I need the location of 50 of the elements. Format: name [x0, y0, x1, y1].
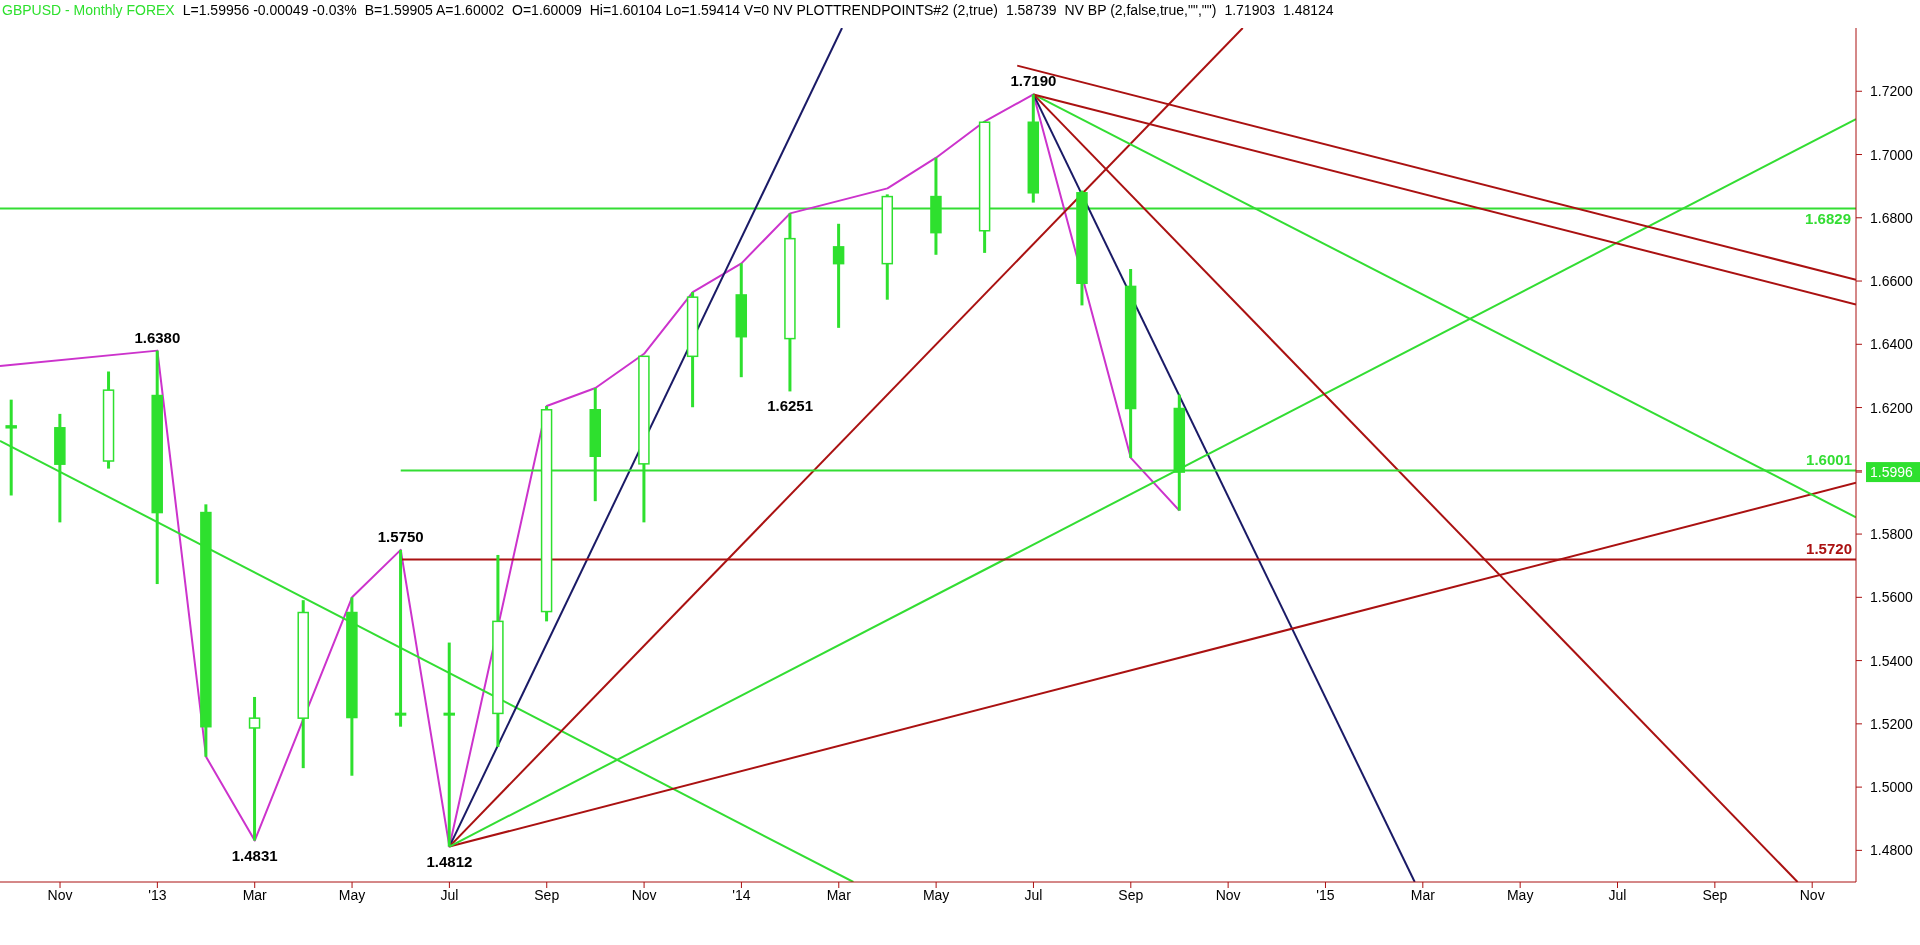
x-tick-label: '14 — [732, 886, 751, 903]
x-tick-label: May — [922, 886, 950, 903]
text: Hi=1.60104 Lo=1.59414 V=0 NV PLOTTRENDPOINTS#2 (2,true) — [589, 2, 998, 18]
y-tick-label: 1.7200 — [1870, 83, 1914, 100]
annotation: 1.6380 — [134, 328, 181, 346]
y-tick-label: 1.6800 — [1870, 209, 1914, 226]
y-tick-label: 1.7000 — [1870, 146, 1914, 163]
x-tick-label: Nov — [1799, 886, 1825, 903]
x-tick-label: Jul — [440, 886, 459, 903]
x-tick-label: Nov — [47, 886, 73, 903]
y-tick-label: 1.5400 — [1870, 652, 1914, 669]
text: 1.71903 — [1224, 2, 1275, 18]
ref-line-label: 1.6829 — [1805, 210, 1851, 228]
annotation: 1.6251 — [767, 397, 814, 415]
x-tick-label: Nov — [631, 886, 657, 903]
y-tick-label: 1.5800 — [1870, 526, 1914, 543]
y-tick-label: 1.5996 — [1870, 464, 1914, 481]
x-tick-label: May — [1506, 886, 1534, 903]
text: 1.48124 — [1283, 2, 1334, 18]
text: L=1.59956 -0.00049 -0.03% — [182, 2, 357, 18]
text: NV BP (2,false,true,"","") — [1064, 2, 1217, 18]
x-tick-label: Sep — [534, 886, 560, 903]
annotation: 1.5750 — [377, 527, 424, 545]
annotation: 1.4812 — [426, 852, 473, 870]
x-tick-label: May — [338, 886, 366, 903]
y-tick-label: 1.4800 — [1870, 842, 1914, 859]
text: 1.58739 — [1005, 2, 1057, 18]
x-tick-label: Nov — [1215, 886, 1241, 903]
x-tick-label: '15 — [1316, 886, 1335, 903]
y-tick-label: 1.6600 — [1870, 273, 1914, 290]
chart-title: GBPUSD - Monthly FOREX — [2, 2, 175, 18]
x-tick-label: Sep — [1118, 886, 1144, 903]
y-tick-label: 1.6200 — [1870, 399, 1914, 416]
annotation: 1.4831 — [231, 846, 278, 864]
annotation: 1.6001 — [1806, 451, 1852, 469]
x-tick-label: Mar — [826, 886, 852, 903]
annotation: 1.5720 — [1806, 540, 1852, 558]
x-tick-label: Sep — [1702, 886, 1728, 903]
x-tick-label: Mar — [242, 886, 268, 903]
text: O=1.60009 — [512, 2, 582, 18]
annotation: 1.7190 — [1010, 72, 1057, 90]
y-tick-label: 1.5000 — [1870, 779, 1914, 796]
text: B=1.59905 A=1.60002 — [364, 2, 505, 18]
y-tick-label: 1.6400 — [1870, 336, 1914, 353]
x-tick-label: Jul — [1608, 886, 1627, 903]
y-tick-label: 1.5200 — [1870, 715, 1914, 732]
x-tick-label: '13 — [148, 886, 167, 903]
x-tick-label: Mar — [1410, 886, 1436, 903]
x-tick-label: Jul — [1024, 886, 1043, 903]
y-tick-label: 1.5600 — [1870, 589, 1914, 606]
